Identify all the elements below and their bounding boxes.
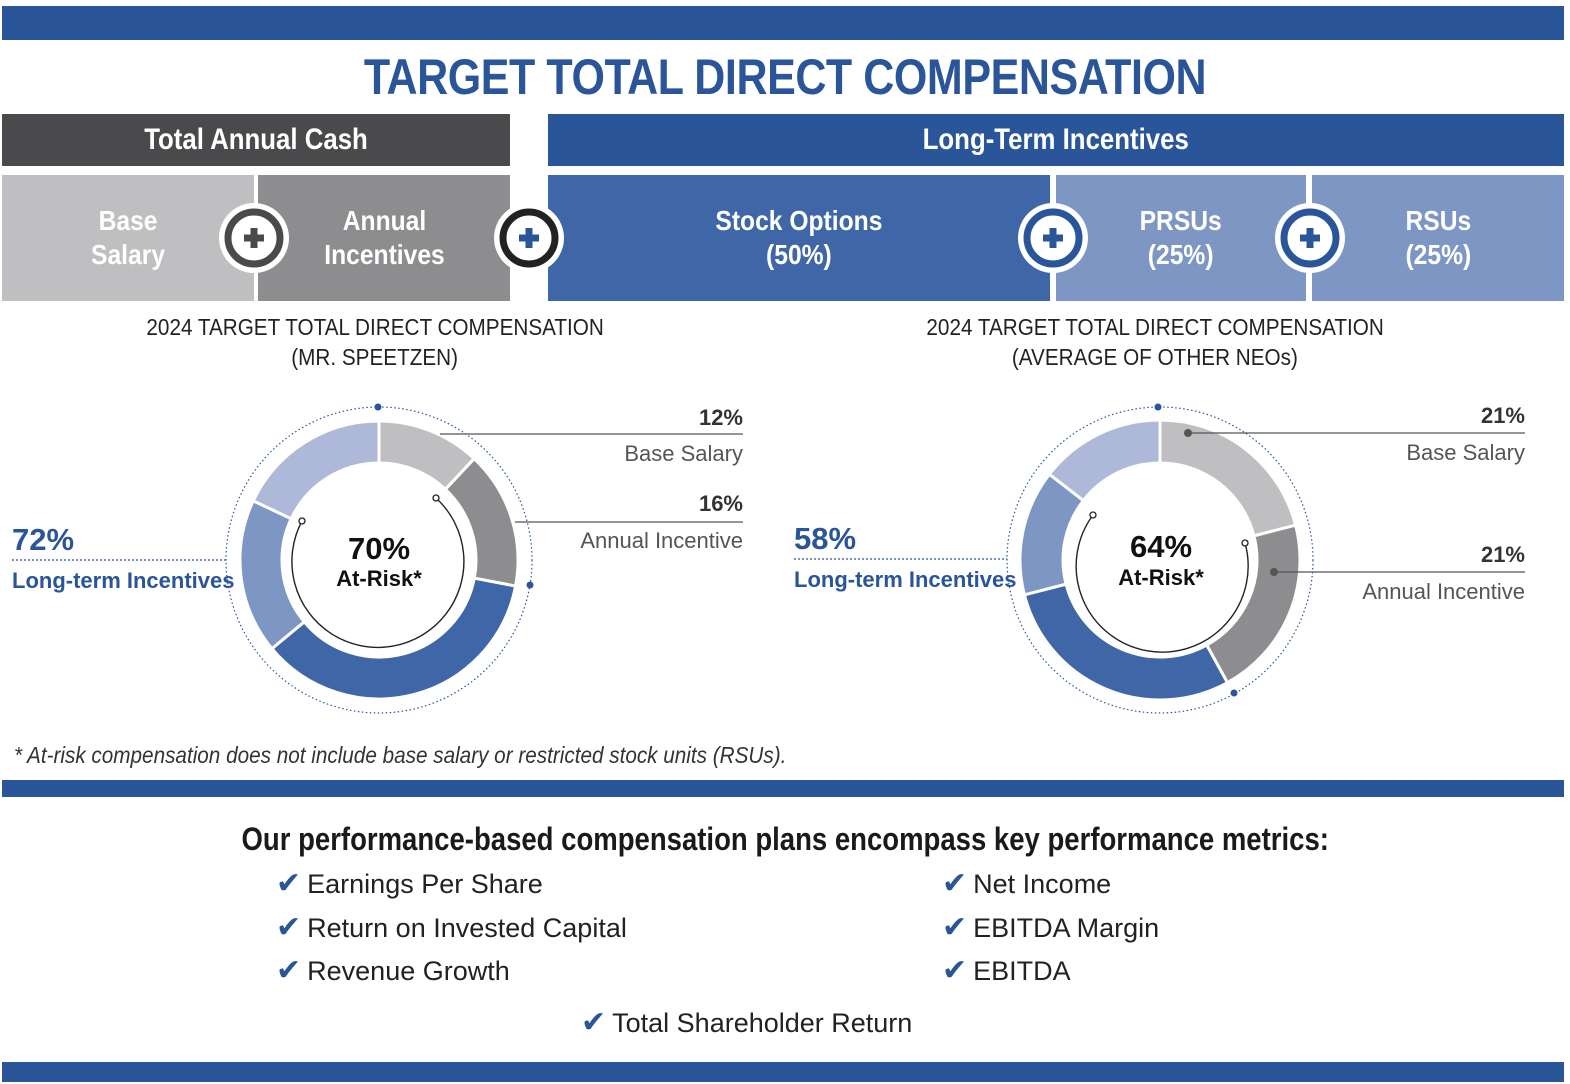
metric-item: ✔ Net Income <box>942 866 1111 901</box>
slice-annual-incentive <box>1204 523 1302 685</box>
slice-label-annual-incentive-value: 16% <box>699 491 743 516</box>
center-value: 64% <box>1130 529 1192 564</box>
annual-incentives-box: Annual Incentives <box>258 175 510 301</box>
metric-label: Return on Invested Capital <box>307 913 627 943</box>
page-title: TARGET TOTAL DIRECT COMPENSATION <box>363 49 1207 105</box>
metric-label: Total Shareholder Return <box>612 1008 913 1038</box>
chart-title-ceo: 2024 TARGET TOTAL DIRECT COMPENSATION (M… <box>100 312 650 372</box>
lti-label: Long-term Incentives <box>12 568 234 593</box>
slice-label-annual-incentive-name: Annual Incentive <box>1362 579 1525 604</box>
slice-group <box>238 419 520 701</box>
metric-item: ✔ Total Shareholder Return <box>581 1005 912 1040</box>
metrics-heading-text: Our performance-based compensation plans… <box>241 821 1329 857</box>
annual-incentives-box-label: Annual Incentives <box>323 205 445 270</box>
slice-stock-options <box>269 576 518 701</box>
plus-icon <box>1018 203 1088 273</box>
bottom-band <box>2 1062 1564 1082</box>
long-term-incentives-label: Long-Term Incentives <box>922 123 1190 156</box>
checkmark-icon: ✔ <box>942 954 968 987</box>
checkmark-icon: ✔ <box>942 911 968 944</box>
center-label: At-Risk* <box>336 566 422 591</box>
checkmark-icon: ✔ <box>276 911 302 944</box>
slice-label-annual-incentive-name: Annual Incentive <box>580 528 743 553</box>
plus-icon <box>219 203 289 273</box>
at-risk-arc <box>1075 514 1249 653</box>
metric-label: Earnings Per Share <box>307 869 543 899</box>
checkmark-icon: ✔ <box>942 867 968 900</box>
top-band <box>2 6 1564 40</box>
rsus-box-label: RSUs (25%) <box>1405 205 1471 270</box>
chart-title-neo-line2: (AVERAGE OF OTHER NEOs) <box>1011 344 1299 370</box>
metric-item: ✔ Return on Invested Capital <box>276 910 627 945</box>
center-label: At-Risk* <box>1118 565 1204 590</box>
arc-end-dot <box>298 517 306 525</box>
slice-annual-incentive <box>443 456 520 588</box>
metric-item: ✔ Revenue Growth <box>276 953 510 988</box>
slice-label-base-salary-value: 21% <box>1481 403 1525 428</box>
slice-label-base-salary-value: 12% <box>699 405 743 430</box>
slice-stock-options <box>1022 582 1230 702</box>
footnote-text: * At-risk compensation does not include … <box>14 742 787 768</box>
total-annual-cash-label: Total Annual Cash <box>144 123 368 156</box>
rsus-box: RSUs (25%) <box>1312 175 1564 301</box>
slice-prsus <box>238 498 307 651</box>
divider-band <box>2 780 1564 797</box>
prsus-box: PRSUs (25%) <box>1056 175 1306 301</box>
chart-title-ceo-line1: 2024 TARGET TOTAL DIRECT COMPENSATION <box>146 314 604 340</box>
stock-options-box-label: Stock Options (50%) <box>715 205 883 270</box>
metric-label: Net Income <box>973 869 1112 899</box>
metrics-heading: Our performance-based compensation plans… <box>0 821 1570 858</box>
slice-rsus <box>1047 418 1162 503</box>
metric-label: EBITDA <box>973 956 1071 986</box>
lti-value: 58% <box>794 521 856 556</box>
slice-base-salary <box>1158 418 1298 538</box>
metric-item: ✔ EBITDA Margin <box>942 910 1159 945</box>
prsus-box-label: PRSUs (25%) <box>1139 205 1223 270</box>
stock-options-box: Stock Options (50%) <box>548 175 1050 301</box>
chart-title-neo: 2024 TARGET TOTAL DIRECT COMPENSATION (A… <box>880 312 1430 372</box>
ring-dot <box>374 403 382 411</box>
metric-label: Revenue Growth <box>307 956 510 986</box>
slice-group <box>1018 418 1302 702</box>
slice-label-annual-incentive-value: 21% <box>1481 542 1525 567</box>
base-salary-box-label: Base Salary <box>90 205 165 270</box>
checkmark-icon: ✔ <box>581 1006 607 1039</box>
ring-dot <box>526 581 534 589</box>
chart-title-ceo-line2: (MR. SPEETZEN) <box>291 344 459 370</box>
center-value: 70% <box>348 531 410 566</box>
metric-item: ✔ EBITDA <box>942 953 1071 988</box>
slice-rsus <box>251 419 381 521</box>
base-salary-box: Base Salary <box>2 175 254 301</box>
total-annual-cash-header: Total Annual Cash <box>2 114 510 166</box>
lti-label: Long-term Incentives <box>794 567 1016 592</box>
ring-dot <box>1154 403 1162 411</box>
arc-end-dot <box>1089 511 1097 519</box>
checkmark-icon: ✔ <box>276 867 302 900</box>
long-term-incentives-header: Long-Term Incentives <box>548 114 1564 166</box>
plus-icon <box>1275 203 1345 273</box>
at-risk-arc <box>291 497 465 649</box>
checkmark-icon: ✔ <box>276 954 302 987</box>
donut-chart-neo: 64% At-Risk* 21% Base Salary 21% Annual … <box>794 403 1525 714</box>
plus-icon <box>494 203 564 273</box>
footnote: * At-risk compensation does not include … <box>14 742 1214 769</box>
chart-title-neo-line1: 2024 TARGET TOTAL DIRECT COMPENSATION <box>926 314 1384 340</box>
metric-label: EBITDA Margin <box>973 913 1160 943</box>
metric-item: ✔ Earnings Per Share <box>276 866 543 901</box>
slice-label-base-salary-name: Base Salary <box>1406 440 1525 465</box>
lti-value: 72% <box>12 522 74 557</box>
arc-end-dot <box>432 494 440 502</box>
ring-dot <box>1230 689 1238 697</box>
arc-end-dot <box>1241 539 1249 547</box>
donut-chart-ceo: 70% At-Risk* 12% Base Salary 16% Annual … <box>12 403 743 714</box>
slice-label-base-salary-name: Base Salary <box>624 441 743 466</box>
